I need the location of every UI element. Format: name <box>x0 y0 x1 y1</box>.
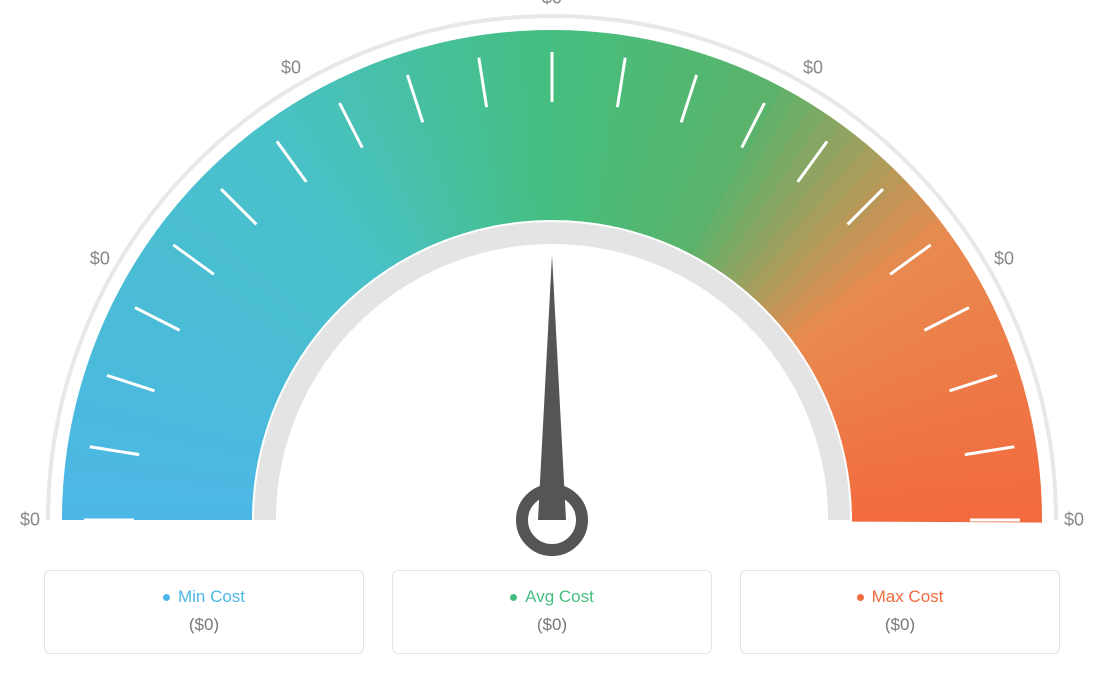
legend-title-max: Max Cost <box>857 587 944 607</box>
legend-row: Min Cost ($0) Avg Cost ($0) Max Cost ($0… <box>0 570 1104 654</box>
legend-value-max: ($0) <box>761 615 1039 635</box>
gauge-scale-label: $0 <box>994 249 1014 270</box>
legend-dot-min <box>163 594 170 601</box>
legend-label-min: Min Cost <box>178 587 245 607</box>
legend-label-max: Max Cost <box>872 587 944 607</box>
legend-dot-max <box>857 594 864 601</box>
gauge-scale-label: $0 <box>1064 510 1084 531</box>
legend-card-max: Max Cost ($0) <box>740 570 1060 654</box>
gauge-scale-label: $0 <box>542 0 562 9</box>
legend-title-min: Min Cost <box>163 587 245 607</box>
legend-title-avg: Avg Cost <box>510 587 594 607</box>
gauge-scale-label: $0 <box>803 57 823 78</box>
gauge-chart: $0 $0 $0 $0 $0 $0 $0 <box>0 0 1104 560</box>
legend-card-min: Min Cost ($0) <box>44 570 364 654</box>
gauge-scale-label: $0 <box>90 249 110 270</box>
legend-label-avg: Avg Cost <box>525 587 594 607</box>
legend-dot-avg <box>510 594 517 601</box>
gauge-scale-label: $0 <box>281 57 301 78</box>
legend-value-avg: ($0) <box>413 615 691 635</box>
legend-card-avg: Avg Cost ($0) <box>392 570 712 654</box>
legend-value-min: ($0) <box>65 615 343 635</box>
gauge-scale-label: $0 <box>20 510 40 531</box>
